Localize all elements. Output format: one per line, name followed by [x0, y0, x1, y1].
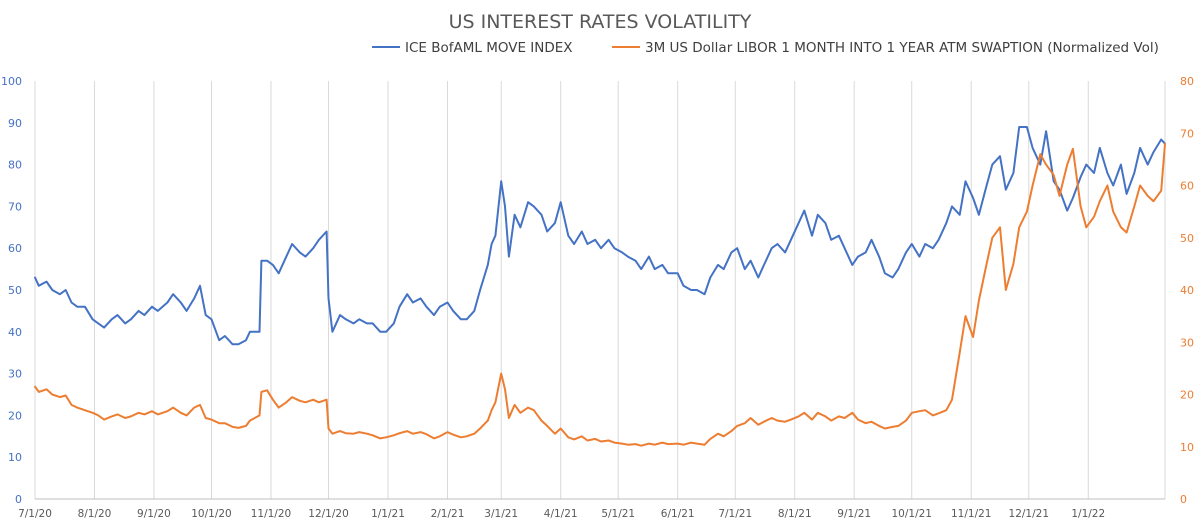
x-tick-label: 11/1/20: [251, 508, 291, 520]
legend-label-move: ICE BofAML MOVE INDEX: [405, 40, 573, 56]
y-right-tick-label: 20: [1180, 389, 1194, 402]
x-tick-label: 10/1/21: [892, 508, 932, 520]
y-right-tick-label: 50: [1180, 232, 1194, 245]
legend-label-swaption: 3M US Dollar LIBOR 1 MONTH INTO 1 YEAR A…: [645, 40, 1159, 56]
x-tick-label: 7/1/21: [718, 508, 752, 520]
y-right-tick-label: 40: [1180, 284, 1194, 297]
x-tick-label: 9/1/20: [137, 508, 171, 520]
x-tick-label: 12/1/20: [308, 508, 348, 520]
x-ticks: 7/1/20 8/1/20 9/1/20 10/1/20 11/1/20 12/1/20 1…: [18, 508, 1105, 520]
x-tick-label: 1/1/22: [1071, 508, 1105, 520]
y-left-tick-label: 20: [8, 409, 22, 422]
y-right-tick-label: 80: [1180, 75, 1194, 88]
y-left-tick-label: 70: [8, 200, 22, 213]
y-left-tick-label: 60: [8, 242, 22, 255]
x-tick-label: 10/1/20: [191, 508, 231, 520]
x-tick-label: 4/1/21: [544, 508, 578, 520]
y-left-tick-label: 0: [15, 493, 22, 506]
y-left-tick-label: 30: [8, 368, 22, 381]
x-tick-label: 8/1/20: [78, 508, 112, 520]
y-left-tick-label: 40: [8, 326, 22, 339]
y-right-tick-label: 0: [1180, 493, 1187, 506]
gridlines: [34, 81, 1166, 499]
y-left-tick-label: 10: [8, 451, 22, 464]
x-tick-label: 1/1/21: [371, 508, 405, 520]
x-tick-label: 12/1/21: [1009, 508, 1049, 520]
y-right-tick-label: 10: [1180, 441, 1194, 454]
y-left-tick-label: 100: [1, 75, 22, 88]
y-left-tick-label: 90: [8, 117, 22, 130]
y-right-tick-label: 30: [1180, 336, 1194, 349]
series-line-swaption-vol: [34, 142, 1166, 447]
y-left-tick-label: 80: [8, 159, 22, 172]
chart-title: US INTEREST RATES VOLATILITY: [449, 11, 752, 33]
series: [34, 126, 1166, 447]
x-tick-label: 5/1/21: [601, 508, 635, 520]
y-right-tick-label: 60: [1180, 180, 1194, 193]
y-right-ticks: 0 10 20 30 40 50 60 70 80: [1180, 75, 1194, 506]
x-tick-label: 2/1/21: [431, 508, 465, 520]
x-tick-label: 9/1/21: [837, 508, 871, 520]
x-tick-label: 8/1/21: [778, 508, 812, 520]
x-tick-label: 6/1/21: [661, 508, 695, 520]
y-right-tick-label: 70: [1180, 127, 1194, 140]
x-tick-label: 3/1/21: [484, 508, 518, 520]
y-left-tick-label: 50: [8, 284, 22, 297]
series-line-move-index: [34, 126, 1166, 346]
y-left-ticks: 0 10 20 30 40 50 60 70 80 90 100: [1, 75, 22, 506]
legend: ICE BofAML MOVE INDEX 3M US Dollar LIBOR…: [372, 40, 1159, 56]
x-tick-label: 11/1/21: [951, 508, 991, 520]
x-tick-label: 7/1/20: [18, 508, 52, 520]
